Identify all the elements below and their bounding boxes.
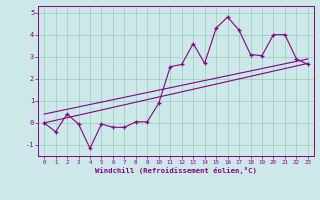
X-axis label: Windchill (Refroidissement éolien,°C): Windchill (Refroidissement éolien,°C) xyxy=(95,167,257,174)
